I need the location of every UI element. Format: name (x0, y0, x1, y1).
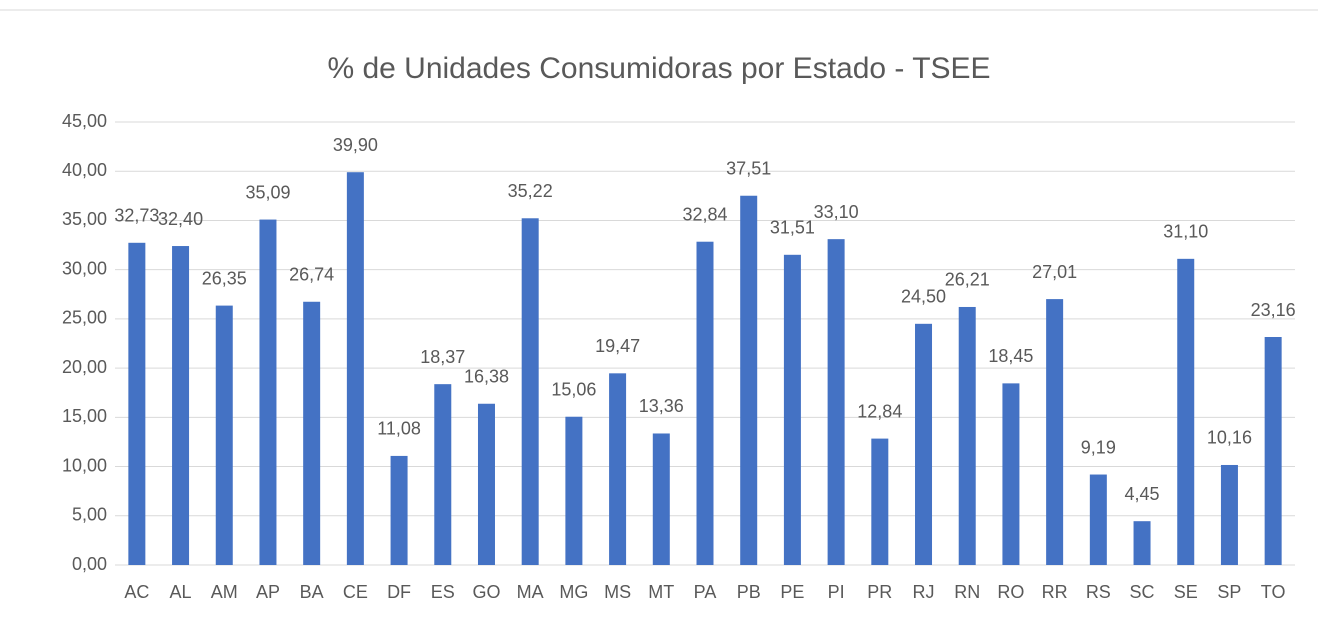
bar (871, 438, 889, 565)
x-tick-label: AM (211, 582, 238, 602)
data-label: 9,19 (1081, 437, 1116, 457)
bar (915, 323, 933, 565)
x-tick-label: AP (256, 582, 280, 602)
x-tick-label: PB (737, 582, 761, 602)
bar (303, 301, 321, 565)
data-label: 11,08 (377, 419, 421, 439)
bar (259, 219, 277, 565)
bar (652, 433, 670, 565)
chart-title: % de Unidades Consumidoras por Estado - … (327, 52, 990, 85)
y-tick-label: 0,00 (72, 554, 107, 574)
bar (477, 403, 495, 565)
x-tick-label: RO (997, 582, 1024, 602)
data-label: 26,21 (945, 270, 990, 290)
data-label: 39,90 (333, 135, 378, 155)
x-tick-label: CE (343, 582, 368, 602)
data-label: 19,47 (595, 336, 640, 356)
data-label: 33,10 (814, 202, 859, 222)
bar (1002, 383, 1020, 565)
bar (390, 455, 408, 565)
data-label: 15,06 (551, 379, 596, 399)
data-label: 10,16 (1207, 428, 1252, 448)
data-label: 32,40 (158, 209, 203, 229)
data-label: 32,84 (682, 204, 727, 224)
data-label: 26,35 (202, 268, 247, 288)
data-label: 35,09 (245, 182, 290, 202)
data-label: 32,73 (114, 206, 159, 226)
bar (827, 239, 845, 565)
data-label: 24,50 (901, 287, 946, 307)
bar (696, 241, 714, 566)
bar (1177, 258, 1195, 565)
x-tick-label: SE (1174, 582, 1198, 602)
x-tick-label: PE (780, 582, 804, 602)
x-tick-label: AC (124, 582, 149, 602)
data-label: 18,37 (420, 347, 465, 367)
data-label: 12,84 (857, 401, 902, 421)
data-label: 16,38 (464, 366, 509, 386)
bar (346, 172, 364, 565)
bar (521, 218, 539, 565)
x-tick-label: ES (431, 582, 455, 602)
data-label: 35,22 (508, 181, 553, 201)
bar (958, 306, 976, 565)
x-tick-label: RN (954, 582, 980, 602)
data-label: 26,74 (289, 265, 334, 285)
x-tick-label: SP (1217, 582, 1241, 602)
data-label: 23,16 (1251, 300, 1296, 320)
y-tick-label: 15,00 (62, 406, 107, 426)
bar (1046, 299, 1064, 565)
x-tick-label: PA (694, 582, 717, 602)
data-label: 37,51 (726, 158, 771, 178)
bar (565, 416, 583, 565)
bar (740, 195, 758, 565)
x-tick-label: SC (1130, 582, 1155, 602)
y-tick-label: 45,00 (62, 111, 107, 131)
x-tick-label: DF (387, 582, 411, 602)
x-tick-label: PR (867, 582, 892, 602)
x-tick-label: RJ (913, 582, 935, 602)
bar (609, 373, 627, 565)
data-label: 4,45 (1125, 484, 1160, 504)
y-tick-label: 25,00 (62, 308, 107, 328)
x-tick-label: AL (170, 582, 192, 602)
data-label: 27,01 (1032, 262, 1077, 282)
bar (783, 254, 801, 565)
y-tick-label: 10,00 (62, 455, 107, 475)
x-tick-label: RS (1086, 582, 1111, 602)
bar (1264, 337, 1282, 565)
y-tick-label: 35,00 (62, 209, 107, 229)
x-tick-label: MT (648, 582, 674, 602)
data-label: 31,10 (1163, 222, 1208, 242)
bar (172, 246, 190, 566)
y-tick-label: 30,00 (62, 258, 107, 278)
x-tick-label: BA (300, 582, 324, 602)
bar (128, 242, 146, 566)
data-label: 18,45 (988, 346, 1033, 366)
data-label: 31,51 (770, 218, 815, 238)
bar (215, 305, 233, 565)
bar (1133, 521, 1151, 565)
y-tick-label: 5,00 (72, 505, 107, 525)
x-tick-label: MG (559, 582, 588, 602)
y-tick-label: 20,00 (62, 357, 107, 377)
x-tick-label: MS (604, 582, 631, 602)
x-tick-label: GO (472, 582, 500, 602)
x-tick-label: MA (517, 582, 544, 602)
y-tick-label: 40,00 (62, 160, 107, 180)
data-label: 13,36 (639, 396, 684, 416)
bar (434, 384, 452, 565)
bar (1089, 474, 1107, 565)
x-tick-label: TO (1261, 582, 1286, 602)
bar (1220, 464, 1238, 565)
x-tick-label: RR (1042, 582, 1068, 602)
x-tick-label: PI (828, 582, 845, 602)
